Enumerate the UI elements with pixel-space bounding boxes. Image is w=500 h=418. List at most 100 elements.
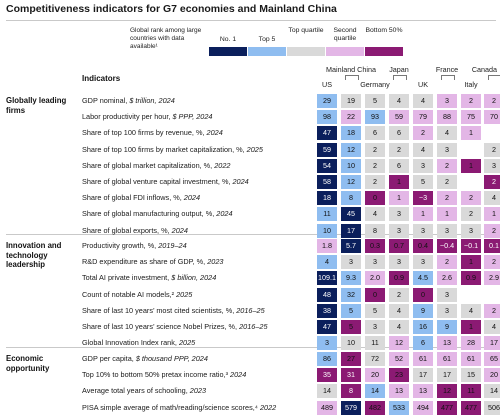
heatmap-cell: 2 — [484, 255, 500, 270]
heatmap-cell: 31 — [341, 368, 361, 383]
heatmap-cell: 29 — [317, 94, 337, 108]
heatmap-cell: 3 — [437, 223, 457, 238]
heatmap-cell: 477 — [437, 400, 457, 415]
country-label: US — [322, 80, 332, 89]
legend-swatch — [326, 47, 364, 56]
heatmap-cell: 45 — [341, 207, 361, 222]
indicator-unit: 2025 — [178, 338, 196, 348]
indicator-name: Share of top 100 firms by revenue, %, — [82, 128, 207, 138]
heatmap-cell: 3 — [389, 207, 409, 222]
indicator-unit: 2016–25 — [236, 305, 265, 315]
heatmap-cell: 0 — [365, 287, 385, 302]
heatmap-cell: 20 — [365, 368, 385, 383]
heatmap-cell: 13 — [437, 336, 457, 351]
heatmap-cell: 28 — [461, 336, 481, 351]
heatmap-cell: 16 — [413, 320, 433, 334]
heatmap-cell: 13 — [413, 384, 433, 399]
legend-swatch — [287, 47, 325, 56]
heatmap-cell: 109.1 — [317, 271, 337, 286]
heatmap-cell: 4 — [437, 126, 457, 141]
heatmap-cell: 1 — [461, 255, 481, 270]
indicator-name: Share of last 10 years’ most cited scien… — [82, 305, 237, 315]
heatmap-cell: 0 — [365, 191, 385, 206]
heatmap-cell: 477 — [461, 400, 481, 415]
indicator-unit: 2016–25 — [239, 322, 268, 331]
heatmap-cell: 79 — [413, 110, 433, 125]
heatmap-cell: 23 — [389, 368, 409, 383]
heatmap-cell: 15 — [461, 368, 481, 383]
heatmap-cell: 6 — [413, 336, 433, 351]
heatmap-cell: 1 — [461, 320, 481, 334]
heatmap-cell: 3 — [341, 255, 361, 270]
indicator-name: Top 10% to bottom 50% pretax income rati… — [82, 370, 231, 380]
heatmap-cell: 1 — [461, 126, 481, 141]
indicator-unit: $ PPP, 2024 — [172, 112, 213, 122]
indicator-label: Count of notable AI models,² 2025 — [82, 290, 192, 300]
heatmap-cell: 0.3 — [365, 239, 385, 253]
heatmap-cell: 38 — [317, 303, 337, 318]
heatmap-cell: 9.3 — [341, 271, 361, 286]
legend-label: No. 1 — [219, 36, 237, 43]
country-bracket — [488, 75, 500, 80]
heatmap-cell: 2 — [484, 223, 500, 238]
heatmap-cell: 11 — [461, 384, 481, 399]
heatmap-cell: 0.7 — [389, 239, 409, 253]
heatmap-cell: 2 — [461, 191, 481, 206]
heatmap-cell: 1 — [389, 191, 409, 206]
heatmap-cell: 75 — [461, 110, 481, 125]
heatmap-cell: 1.8 — [317, 239, 337, 253]
heatmap-cell: 8 — [341, 384, 361, 399]
heatmap-cell: 2 — [365, 175, 385, 189]
heatmap-cell: 3 — [413, 158, 433, 173]
group-label: Economic opportunity — [6, 354, 50, 373]
legend-swatch — [209, 47, 247, 56]
heatmap-cell: 494 — [413, 400, 433, 415]
heatmap-cell: 3 — [389, 223, 409, 238]
indicator-label: GDP per capita, $ thousand PPP, 2024 — [82, 354, 208, 364]
heatmap-cell: 61 — [413, 352, 433, 366]
indicator-unit: $ trillion, 2024 — [129, 96, 175, 105]
chart-title: Competitiveness indicators for G7 econom… — [6, 3, 337, 15]
country-label: France — [435, 65, 459, 74]
group-divider — [6, 347, 496, 348]
indicator-label: Share of global exports, %, 2024 — [82, 226, 188, 236]
heatmap-cell: 61 — [437, 352, 457, 366]
heatmap-cell: 58 — [317, 175, 337, 189]
heatmap-cell: 4 — [413, 94, 433, 108]
heatmap-cell: 10 — [341, 158, 361, 173]
heatmap-cell: 1 — [437, 207, 457, 222]
indicator-unit: 2024 — [183, 193, 201, 203]
heatmap-cell: 2 — [389, 287, 409, 302]
heatmap-cell: 2.9 — [484, 271, 500, 286]
heatmap-cell: 5 — [365, 303, 385, 318]
heatmap-cell: 5 — [365, 94, 385, 108]
heatmap-cell: 4 — [317, 255, 337, 270]
indicator-name: PISA simple average of math/reading/scie… — [82, 402, 260, 412]
heatmap-cell: 19 — [341, 94, 361, 108]
heatmap-cell: 14 — [484, 384, 500, 399]
indicator-name: Average total years of schooling, — [82, 386, 190, 396]
heatmap-cell: 5 — [413, 175, 433, 189]
heatmap-cell: 17 — [413, 368, 433, 383]
indicator-name: Share of global venture capital investme… — [82, 177, 233, 186]
heatmap-cell: 4 — [484, 320, 500, 334]
heatmap-cell: 8 — [341, 191, 361, 206]
heatmap-cell: 3 — [437, 287, 457, 302]
heatmap-cell: 3 — [437, 142, 457, 157]
heatmap-cell: 2 — [437, 158, 457, 173]
heatmap-cell: 65 — [484, 352, 500, 366]
country-label: UK — [418, 80, 428, 89]
country-label: Canada — [471, 65, 497, 74]
heatmap-cell: 2 — [461, 207, 481, 222]
heatmap-cell: 2 — [437, 175, 457, 189]
heatmap-cell: 533 — [389, 400, 409, 415]
indicator-name: Productivity growth, %, — [82, 241, 159, 250]
heatmap-cell: 98 — [317, 110, 337, 125]
heatmap-cell: 4.5 — [413, 271, 433, 286]
heatmap-cell: 48 — [317, 287, 337, 302]
heatmap-cell: 17 — [484, 336, 500, 351]
legend-label: Top 5 — [258, 36, 276, 43]
indicator-unit: 2024 — [206, 128, 223, 138]
heatmap-cell: 11 — [365, 336, 385, 351]
heatmap-cell: −0.1 — [461, 239, 481, 253]
